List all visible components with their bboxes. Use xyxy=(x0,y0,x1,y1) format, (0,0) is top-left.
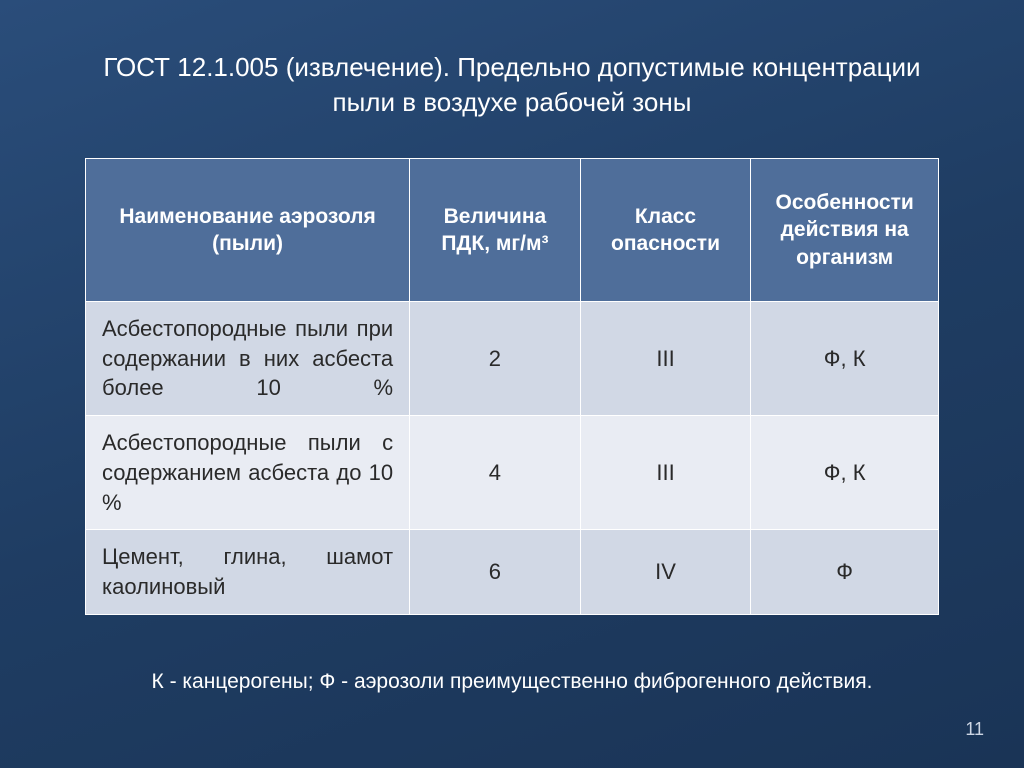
col-header-effect: Особенности действия на организм xyxy=(751,159,939,302)
page-number: 11 xyxy=(965,719,984,740)
dust-pdk-table: Наименование аэрозоля (пыли) Величина ПД… xyxy=(85,158,939,614)
col-header-class: Класс опасности xyxy=(580,159,751,302)
slide: ГОСТ 12.1.005 (извлечение). Предельно до… xyxy=(0,0,1024,768)
col-header-pdk: Величина ПДК, мг/м³ xyxy=(410,159,581,302)
cell-name: Асбестопородные пыли с содержанием асбес… xyxy=(86,416,410,530)
cell-hazard: III xyxy=(580,302,751,416)
cell-name: Цемент, глина, шамот каолиновый xyxy=(86,530,410,614)
slide-title: ГОСТ 12.1.005 (извлечение). Предельно до… xyxy=(85,50,939,120)
cell-name: Асбестопородные пыли при содержании в ни… xyxy=(86,302,410,416)
cell-pdk: 6 xyxy=(410,530,581,614)
cell-effect: Ф, К xyxy=(751,416,939,530)
table-row: Асбестопородные пыли при содержании в ни… xyxy=(86,302,939,416)
cell-effect: Ф xyxy=(751,530,939,614)
table-header-row: Наименование аэрозоля (пыли) Величина ПД… xyxy=(86,159,939,302)
cell-pdk: 2 xyxy=(410,302,581,416)
footnote: К - канцерогены; Ф - аэрозоли преимущест… xyxy=(85,670,939,694)
table-row: Асбестопородные пыли с содержанием асбес… xyxy=(86,416,939,530)
cell-hazard: IV xyxy=(580,530,751,614)
col-header-name: Наименование аэрозоля (пыли) xyxy=(86,159,410,302)
cell-effect: Ф, К xyxy=(751,302,939,416)
cell-hazard: III xyxy=(580,416,751,530)
cell-pdk: 4 xyxy=(410,416,581,530)
table-row: Цемент, глина, шамот каолиновый 6 IV Ф xyxy=(86,530,939,614)
